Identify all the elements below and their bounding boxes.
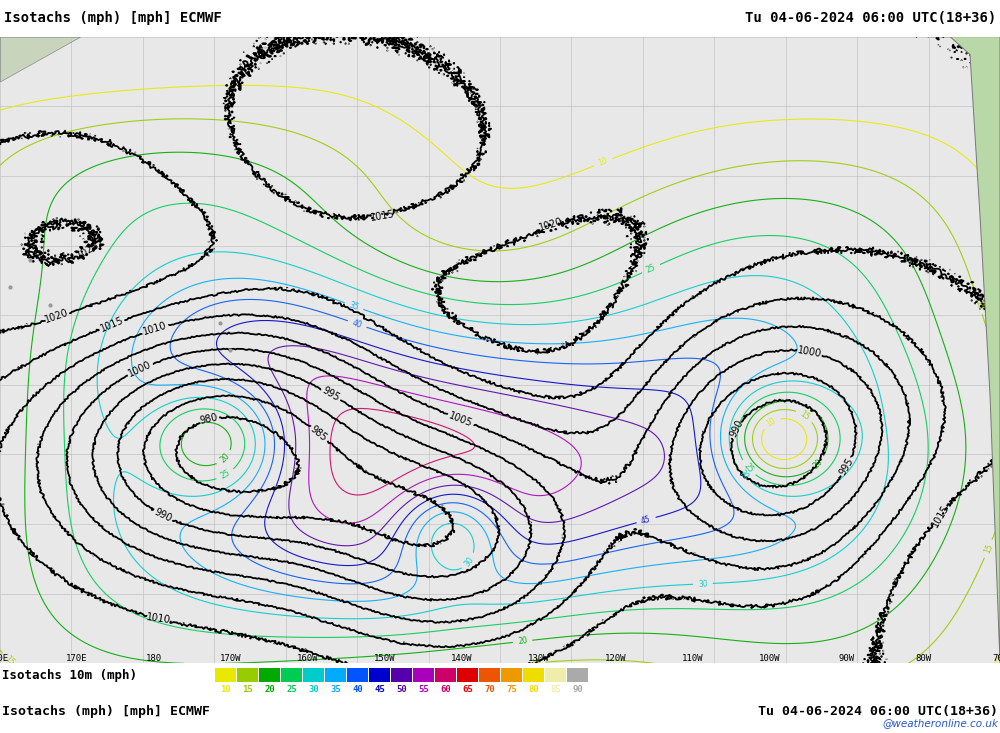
Text: Isotachs (mph) [mph] ECMWF: Isotachs (mph) [mph] ECMWF (4, 10, 222, 25)
Text: Isotachs (mph) [mph] ECMWF: Isotachs (mph) [mph] ECMWF (2, 704, 210, 718)
Text: 1000: 1000 (797, 345, 823, 359)
Text: 20: 20 (264, 685, 275, 694)
Text: 50E: 50E (0, 655, 8, 663)
Bar (325, 668, 346, 682)
Bar (457, 668, 478, 682)
Text: Tu 04-06-2024 06:00 UTC(18+36): Tu 04-06-2024 06:00 UTC(18+36) (745, 10, 996, 25)
Polygon shape (930, 37, 1000, 663)
Bar (545, 668, 566, 682)
Bar (215, 668, 236, 682)
Bar (347, 668, 368, 682)
Bar (259, 668, 280, 682)
Text: 40: 40 (351, 318, 363, 330)
Text: 15: 15 (242, 685, 253, 694)
Text: 85: 85 (550, 685, 561, 694)
Text: 90: 90 (572, 685, 583, 694)
Text: 1010: 1010 (146, 613, 171, 626)
Text: 985: 985 (309, 424, 329, 443)
Text: 30: 30 (698, 579, 708, 589)
Text: 990: 990 (152, 507, 173, 524)
Bar (303, 668, 324, 682)
Text: 15: 15 (982, 542, 994, 555)
Text: 15: 15 (798, 409, 811, 422)
Bar (479, 668, 500, 682)
Bar (435, 668, 456, 682)
Text: 1010: 1010 (142, 320, 168, 337)
Text: 15: 15 (973, 298, 985, 311)
Text: 90W: 90W (838, 655, 854, 663)
Bar (281, 668, 302, 682)
Text: 10: 10 (597, 156, 609, 168)
Text: 25: 25 (645, 262, 657, 275)
Text: 170E: 170E (66, 655, 88, 663)
Text: 1015: 1015 (99, 314, 125, 334)
Text: 55: 55 (418, 685, 429, 694)
Bar (501, 668, 522, 682)
Text: 160W: 160W (297, 655, 318, 663)
Text: 10: 10 (220, 685, 231, 694)
Text: 180: 180 (146, 655, 162, 663)
Text: 70: 70 (484, 685, 495, 694)
Bar (369, 668, 390, 682)
Text: 1005: 1005 (447, 411, 474, 429)
Text: 45: 45 (374, 685, 385, 694)
Text: 70W: 70W (992, 655, 1000, 663)
Text: 30: 30 (737, 468, 750, 482)
Text: 40: 40 (352, 685, 363, 694)
Text: 35: 35 (330, 685, 341, 694)
Bar (413, 668, 434, 682)
Text: 110W: 110W (682, 655, 703, 663)
Text: 170W: 170W (220, 655, 242, 663)
Text: 120W: 120W (605, 655, 626, 663)
Text: 130W: 130W (528, 655, 549, 663)
Bar (523, 668, 544, 682)
Text: 45: 45 (640, 515, 652, 526)
Text: 30: 30 (308, 685, 319, 694)
Bar (391, 668, 412, 682)
Text: 100W: 100W (758, 655, 780, 663)
Text: 15: 15 (3, 654, 16, 667)
Text: 75: 75 (506, 685, 517, 694)
Text: 30: 30 (463, 555, 476, 568)
Text: 20: 20 (517, 636, 528, 647)
Text: 35: 35 (348, 300, 360, 312)
Text: Tu 04-06-2024 06:00 UTC(18+36): Tu 04-06-2024 06:00 UTC(18+36) (758, 704, 998, 718)
Text: 65: 65 (462, 685, 473, 694)
Text: 150W: 150W (374, 655, 395, 663)
Text: 15: 15 (531, 658, 541, 668)
Text: 25: 25 (219, 468, 232, 481)
Bar (237, 668, 258, 682)
Text: 140W: 140W (451, 655, 472, 663)
Text: 995: 995 (320, 385, 341, 403)
Text: 80: 80 (528, 685, 539, 694)
Text: 1000: 1000 (127, 359, 153, 379)
Text: Isotachs 10m (mph): Isotachs 10m (mph) (2, 668, 137, 682)
Text: 1015: 1015 (930, 502, 951, 528)
Text: 25: 25 (286, 685, 297, 694)
Text: 20: 20 (218, 452, 231, 465)
Bar (567, 668, 588, 682)
Text: 80W: 80W (915, 655, 931, 663)
Text: 20: 20 (811, 457, 824, 471)
Text: 990: 990 (728, 419, 745, 439)
Text: 1020: 1020 (538, 217, 565, 233)
Text: 980: 980 (199, 412, 219, 426)
Text: 10: 10 (765, 416, 778, 429)
Text: 1015: 1015 (369, 209, 395, 223)
Text: 995: 995 (838, 456, 856, 477)
Text: 1020: 1020 (43, 307, 70, 325)
Text: 50: 50 (396, 685, 407, 694)
Text: 60: 60 (440, 685, 451, 694)
Text: @weatheronline.co.uk: @weatheronline.co.uk (882, 718, 998, 728)
Text: 25: 25 (742, 461, 755, 474)
Text: 1025: 1025 (74, 240, 101, 261)
